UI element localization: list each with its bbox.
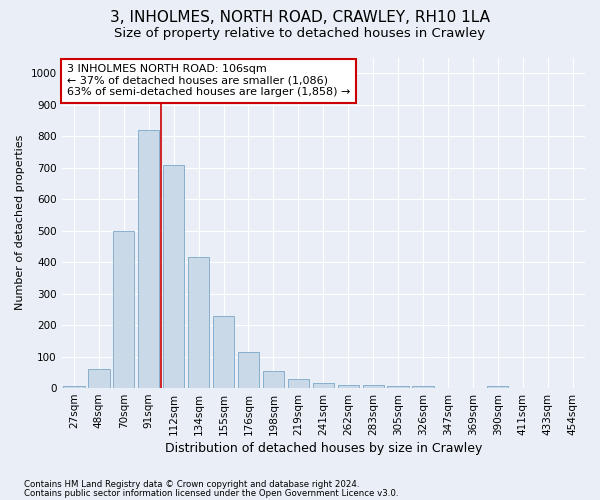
Bar — [163, 164, 184, 388]
X-axis label: Distribution of detached houses by size in Crawley: Distribution of detached houses by size … — [164, 442, 482, 455]
Text: Contains HM Land Registry data © Crown copyright and database right 2024.: Contains HM Land Registry data © Crown c… — [24, 480, 359, 489]
Bar — [313, 384, 334, 388]
Text: Size of property relative to detached houses in Crawley: Size of property relative to detached ho… — [115, 28, 485, 40]
Bar — [338, 385, 359, 388]
Text: 3, INHOLMES, NORTH ROAD, CRAWLEY, RH10 1LA: 3, INHOLMES, NORTH ROAD, CRAWLEY, RH10 1… — [110, 10, 490, 25]
Text: Contains public sector information licensed under the Open Government Licence v3: Contains public sector information licen… — [24, 488, 398, 498]
Bar — [88, 369, 110, 388]
Bar — [238, 352, 259, 388]
Text: 3 INHOLMES NORTH ROAD: 106sqm
← 37% of detached houses are smaller (1,086)
63% o: 3 INHOLMES NORTH ROAD: 106sqm ← 37% of d… — [67, 64, 350, 98]
Bar — [362, 385, 384, 388]
Bar — [188, 258, 209, 388]
Bar — [487, 386, 508, 388]
Bar — [138, 130, 160, 388]
Bar — [263, 371, 284, 388]
Bar — [64, 386, 85, 388]
Bar — [113, 230, 134, 388]
Bar — [288, 378, 309, 388]
Bar — [213, 316, 234, 388]
Bar — [388, 386, 409, 388]
Bar — [412, 386, 434, 388]
Y-axis label: Number of detached properties: Number of detached properties — [15, 135, 25, 310]
